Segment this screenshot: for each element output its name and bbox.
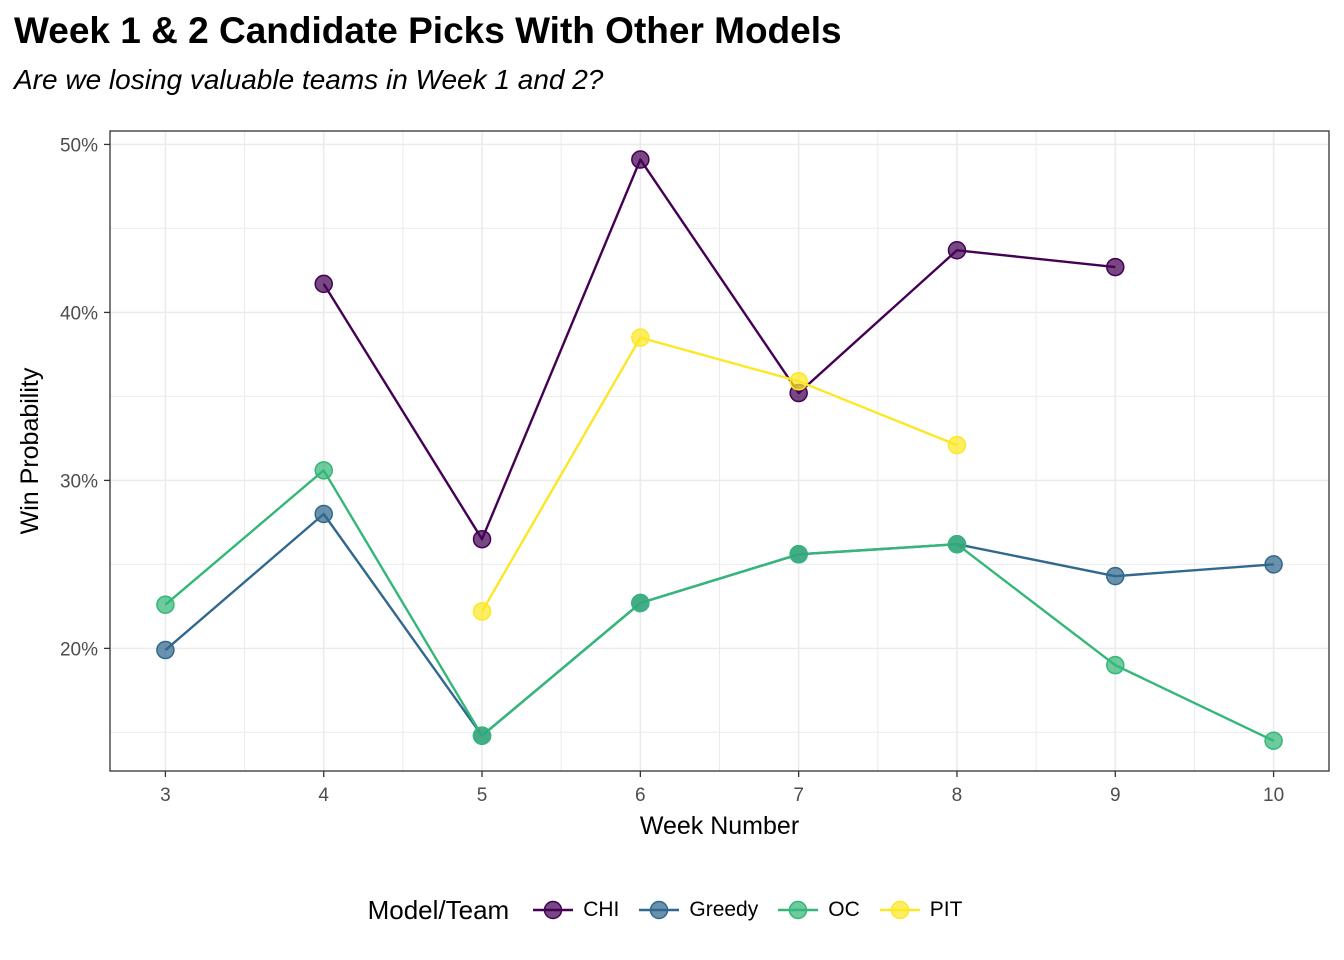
data-point-pit (947, 435, 967, 455)
data-point-chi (472, 529, 492, 549)
data-point-oc (947, 534, 967, 554)
data-point-greedy (1106, 566, 1125, 586)
series-line-pit (480, 336, 958, 613)
data-point-oc (1264, 731, 1283, 751)
x-tick-label: 8 (952, 785, 963, 806)
legend-item-oc: OC (772, 895, 860, 925)
legend-label: PIT (929, 898, 963, 921)
data-point-chi (947, 241, 967, 260)
data-point-oc (631, 593, 650, 613)
legend-key-point (543, 900, 563, 920)
plot-border (109, 130, 1330, 772)
data-point-greedy (314, 504, 333, 524)
legend-title: Model/Team (367, 894, 510, 925)
y-tick-label: 50% (60, 135, 98, 156)
x-tick-label: 5 (477, 785, 488, 806)
x-tick-label: 7 (793, 785, 804, 806)
data-point-pit (789, 372, 808, 391)
legend-key-chi (533, 900, 574, 920)
legend-label: CHI (583, 898, 620, 921)
data-point-greedy (156, 640, 175, 660)
legend-key-point (650, 900, 669, 920)
chart-title: Week 1 & 2 Candidate Picks With Other Mo… (14, 10, 842, 51)
data-point-chi (314, 274, 333, 294)
x-axis-title: Week Number (640, 812, 799, 840)
legend-key-greedy (639, 900, 680, 920)
legend-item-chi: CHI (527, 895, 619, 925)
data-point-pit (472, 602, 492, 621)
data-point-oc (156, 595, 175, 614)
series-line-oc (164, 469, 1275, 742)
y-tick-label: 40% (60, 303, 98, 324)
x-tick-label: 6 (635, 785, 646, 806)
data-point-oc (472, 726, 492, 745)
y-tick-label: 30% (60, 471, 98, 492)
legend: Model/Team CHI Greedy OC PIT (0, 888, 1344, 932)
legend-key-oc (778, 900, 819, 920)
x-tick-label: 9 (1110, 785, 1121, 806)
y-axis-title: Win Probability (16, 367, 44, 534)
x-tick-label: 4 (318, 785, 329, 806)
legend-label: Greedy (689, 898, 759, 921)
legend-key-point (890, 900, 909, 920)
y-tick-label: 20% (60, 639, 98, 660)
legend-key-pit (879, 900, 920, 920)
x-tick-label: 10 (1263, 785, 1284, 806)
legend-item-pit: PIT (874, 895, 963, 925)
data-point-chi (631, 150, 650, 169)
chart-subtitle: Are we losing valuable teams in Week 1 a… (14, 64, 604, 95)
data-point-oc (314, 461, 333, 480)
data-point-oc (789, 545, 808, 564)
series-line-chi (322, 158, 1116, 541)
x-tick-label: 3 (160, 785, 171, 806)
data-point-oc (1106, 655, 1125, 675)
data-point-chi (1106, 257, 1125, 277)
data-point-pit (631, 328, 650, 347)
legend-item-greedy: Greedy (633, 895, 758, 925)
legend-label: OC (828, 898, 860, 921)
legend-key-point (789, 900, 808, 920)
data-point-greedy (1264, 555, 1283, 574)
